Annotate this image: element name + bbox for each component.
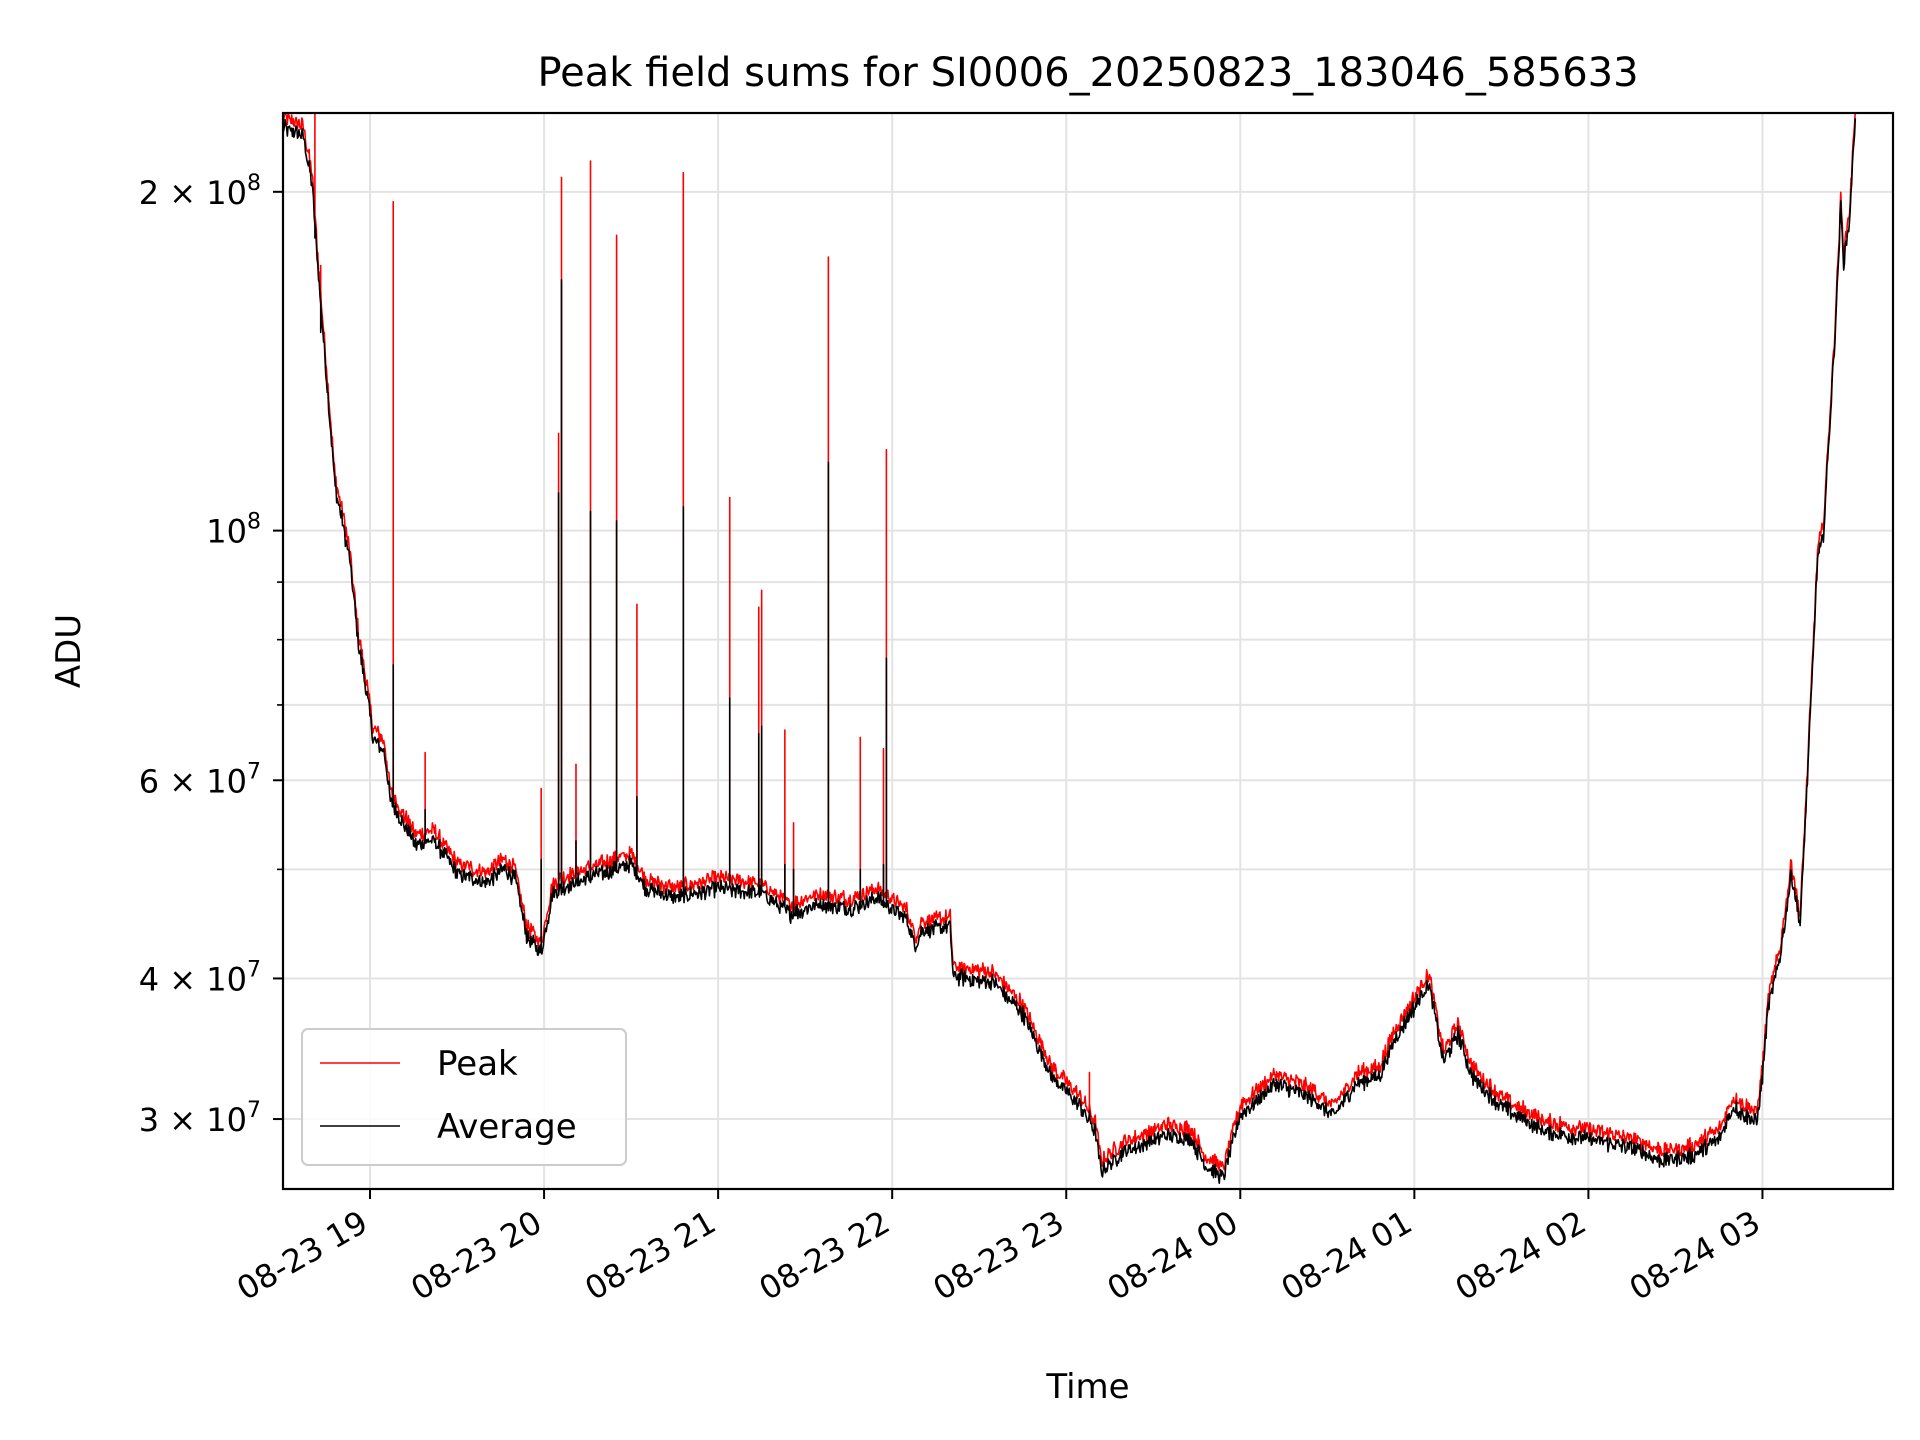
y-tick-label: 3 × 107 (139, 1098, 261, 1139)
y-tick-label: 2 × 108 (139, 171, 261, 212)
chart-title: Peak field sums for SI0006_20250823_1830… (537, 50, 1638, 96)
average-series-line (283, 118, 1857, 1185)
legend-peak-label: Peak (437, 1044, 518, 1084)
peak-series-line (283, 113, 1856, 1172)
x-axis-label: Time (1045, 1367, 1129, 1407)
y-tick-label: 4 × 107 (139, 957, 261, 998)
series-layer (283, 113, 1857, 1185)
legend-average-label: Average (437, 1107, 577, 1147)
y-tick-label: 6 × 107 (139, 759, 261, 800)
grid (283, 113, 1893, 1189)
y-axis-label: ADU (49, 614, 89, 688)
plot-frame (281, 111, 1895, 1191)
legend: Peak Average (301, 1028, 627, 1166)
